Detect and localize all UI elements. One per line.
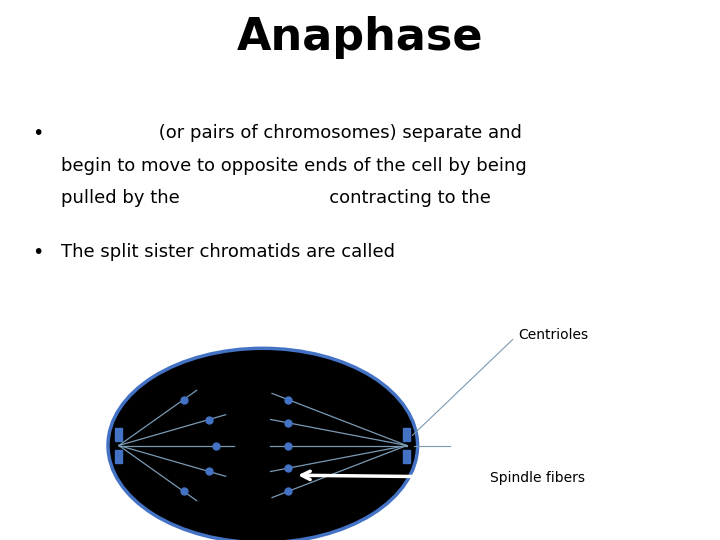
Bar xyxy=(115,450,122,463)
Text: Anaphase: Anaphase xyxy=(237,16,483,59)
Bar xyxy=(115,428,122,441)
Bar xyxy=(403,428,410,441)
Text: begin to move to opposite ends of the cell by being: begin to move to opposite ends of the ce… xyxy=(61,157,527,174)
Text: Centrioles: Centrioles xyxy=(518,328,588,342)
Text: (or pairs of chromosomes) separate and: (or pairs of chromosomes) separate and xyxy=(61,124,522,142)
Point xyxy=(282,464,294,472)
Bar xyxy=(403,450,410,463)
Point xyxy=(203,467,215,476)
Point xyxy=(282,441,294,450)
Point xyxy=(178,487,189,496)
Ellipse shape xyxy=(108,348,418,540)
Point xyxy=(178,395,189,404)
Point xyxy=(210,441,222,450)
Text: Spindle fibers: Spindle fibers xyxy=(302,471,585,485)
Point xyxy=(282,395,294,404)
Text: The split sister chromatids are called: The split sister chromatids are called xyxy=(61,243,395,261)
Text: •: • xyxy=(32,243,44,262)
Point xyxy=(203,415,215,424)
Text: pulled by the                          contracting to the: pulled by the contracting to the xyxy=(61,189,491,207)
Text: •: • xyxy=(32,124,44,143)
Point xyxy=(282,418,294,427)
Point xyxy=(282,487,294,496)
